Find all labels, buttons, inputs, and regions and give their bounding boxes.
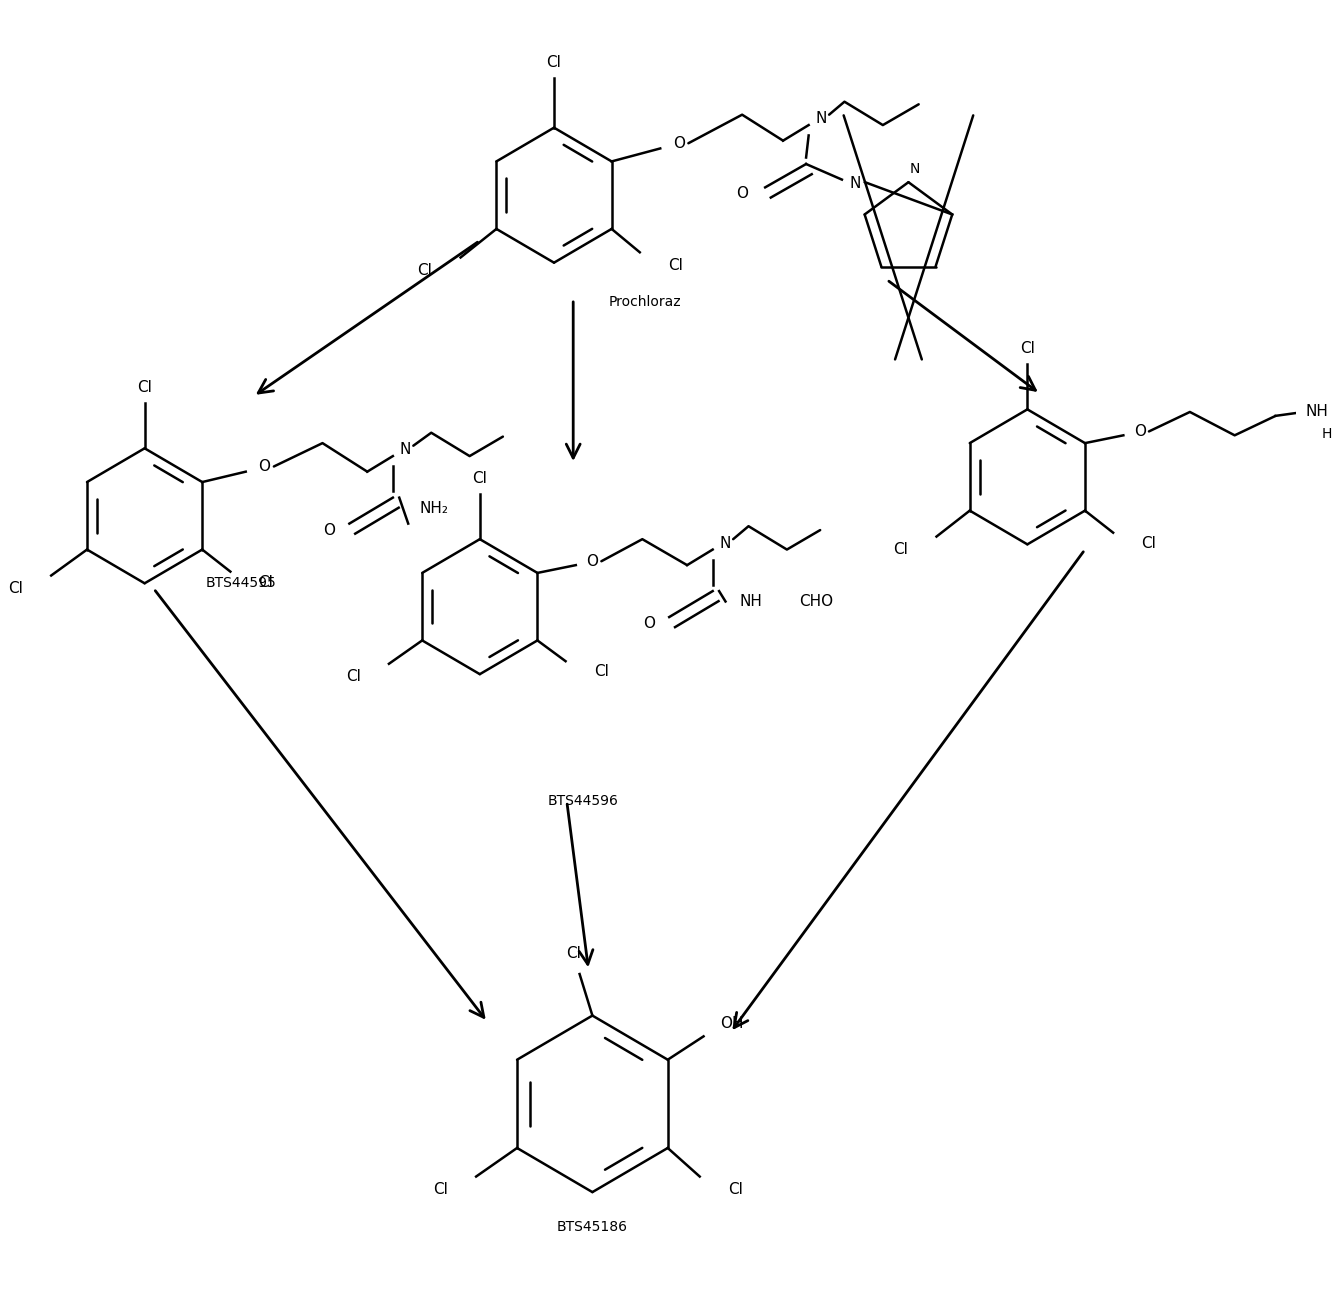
Text: Cl: Cl	[547, 55, 561, 71]
Text: Prochloraz: Prochloraz	[609, 295, 681, 308]
Text: N: N	[849, 176, 860, 192]
Text: Cl: Cl	[668, 257, 682, 273]
Text: O: O	[673, 135, 685, 151]
Text: O: O	[323, 522, 335, 538]
Text: N: N	[909, 163, 920, 176]
Text: Cl: Cl	[728, 1182, 742, 1197]
Text: O: O	[736, 186, 748, 201]
Text: Cl: Cl	[433, 1182, 448, 1197]
Text: N: N	[816, 112, 828, 126]
Text: O: O	[1134, 424, 1146, 440]
Text: Cl: Cl	[259, 575, 273, 589]
Text: BTS44595: BTS44595	[207, 576, 277, 590]
Text: Cl: Cl	[8, 581, 23, 596]
Text: NH₂: NH₂	[420, 500, 448, 516]
Text: Cl: Cl	[137, 379, 152, 395]
Text: NH: NH	[740, 594, 762, 609]
Text: O: O	[257, 459, 269, 474]
Text: BTS44596: BTS44596	[548, 794, 619, 808]
Text: N: N	[400, 442, 412, 457]
Text: Cl: Cl	[565, 946, 581, 960]
Text: Cl: Cl	[472, 471, 488, 485]
Text: Cl: Cl	[417, 262, 432, 278]
Text: Cl: Cl	[347, 669, 361, 685]
Text: O: O	[587, 554, 599, 568]
Text: O: O	[643, 617, 655, 631]
Text: Cl: Cl	[1141, 535, 1156, 551]
Text: N: N	[720, 535, 732, 551]
Text: OH: OH	[720, 1015, 744, 1031]
Text: Cl: Cl	[893, 542, 908, 558]
Text: Cl: Cl	[593, 664, 609, 680]
Text: Cl: Cl	[1020, 341, 1034, 356]
Text: CHO: CHO	[800, 594, 833, 609]
Text: NH: NH	[1305, 404, 1328, 420]
Text: BTS45186: BTS45186	[557, 1220, 628, 1235]
Text: H: H	[1321, 426, 1332, 441]
